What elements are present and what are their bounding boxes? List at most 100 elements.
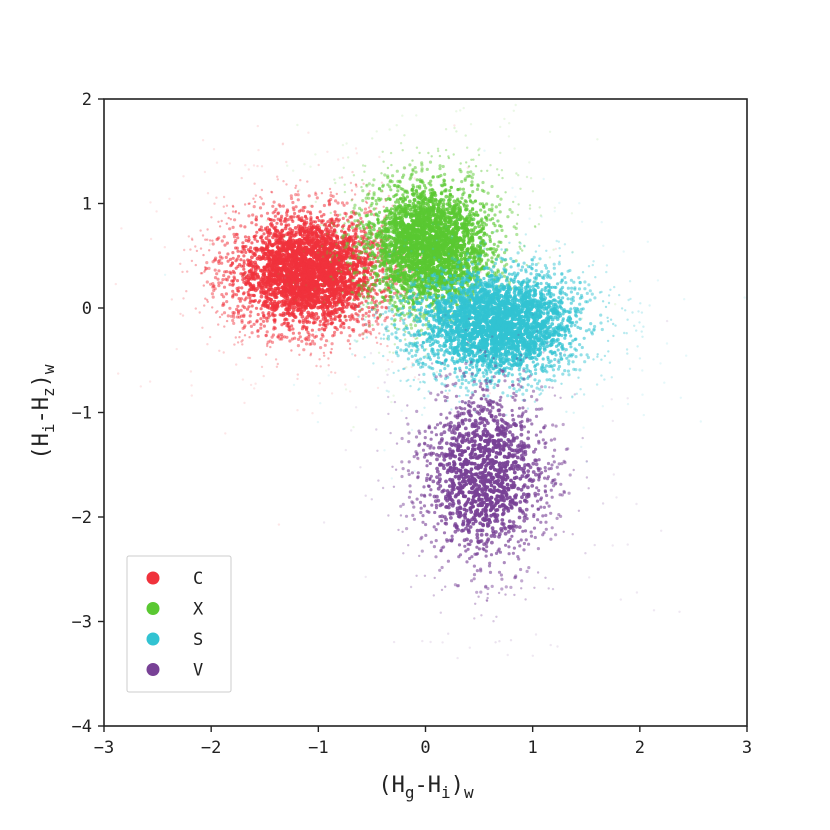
point bbox=[292, 314, 297, 319]
point bbox=[318, 210, 322, 214]
point bbox=[327, 340, 330, 343]
point bbox=[309, 238, 314, 243]
point bbox=[216, 310, 219, 313]
point bbox=[212, 148, 216, 151]
point bbox=[393, 183, 397, 188]
point bbox=[224, 277, 228, 281]
point bbox=[310, 268, 315, 272]
point bbox=[281, 142, 285, 145]
point bbox=[294, 193, 298, 197]
scatter-points bbox=[114, 103, 746, 660]
point bbox=[246, 293, 251, 297]
point bbox=[262, 313, 266, 317]
point bbox=[367, 319, 371, 323]
point bbox=[322, 203, 326, 208]
point bbox=[244, 250, 248, 254]
point bbox=[190, 394, 193, 397]
point bbox=[316, 239, 320, 243]
point bbox=[469, 170, 473, 174]
point bbox=[264, 333, 268, 337]
point bbox=[492, 253, 496, 257]
point bbox=[438, 167, 442, 171]
point bbox=[168, 197, 171, 200]
point bbox=[497, 173, 501, 177]
point bbox=[235, 257, 239, 261]
point bbox=[217, 251, 222, 255]
point bbox=[328, 237, 333, 241]
point bbox=[271, 260, 276, 264]
point bbox=[255, 320, 259, 324]
point bbox=[302, 348, 306, 352]
point bbox=[239, 250, 243, 254]
point bbox=[265, 299, 269, 304]
point bbox=[361, 337, 365, 340]
point bbox=[256, 329, 260, 333]
point bbox=[328, 266, 333, 270]
point bbox=[304, 342, 309, 346]
point bbox=[313, 262, 317, 267]
point bbox=[250, 331, 254, 335]
point bbox=[351, 251, 355, 255]
point bbox=[149, 237, 153, 241]
point bbox=[306, 210, 310, 214]
point bbox=[315, 364, 318, 368]
point bbox=[405, 195, 409, 199]
point bbox=[226, 259, 230, 263]
point bbox=[341, 216, 345, 220]
point bbox=[303, 317, 307, 321]
point bbox=[319, 346, 323, 350]
point bbox=[227, 216, 230, 220]
point bbox=[301, 295, 306, 300]
point bbox=[204, 267, 208, 271]
point bbox=[383, 233, 388, 238]
point bbox=[380, 172, 383, 175]
point bbox=[261, 277, 266, 282]
point bbox=[387, 194, 390, 198]
point bbox=[321, 277, 325, 282]
point bbox=[284, 298, 289, 303]
point bbox=[326, 297, 331, 302]
point bbox=[255, 272, 260, 277]
point bbox=[390, 322, 393, 326]
point bbox=[389, 188, 393, 192]
point bbox=[228, 162, 231, 165]
point bbox=[380, 268, 385, 272]
point bbox=[291, 319, 295, 323]
point bbox=[552, 248, 555, 251]
point bbox=[240, 176, 243, 180]
point bbox=[278, 236, 283, 241]
point bbox=[261, 301, 266, 305]
point bbox=[206, 228, 209, 231]
point bbox=[351, 260, 356, 265]
point bbox=[348, 347, 352, 350]
point bbox=[208, 239, 212, 242]
point bbox=[338, 176, 341, 179]
point bbox=[452, 214, 457, 219]
point bbox=[334, 181, 337, 185]
point bbox=[309, 219, 313, 223]
point bbox=[251, 273, 255, 278]
point bbox=[298, 307, 303, 312]
point bbox=[379, 342, 382, 346]
point bbox=[388, 351, 391, 354]
point bbox=[353, 219, 357, 223]
point bbox=[390, 215, 395, 220]
point bbox=[182, 297, 185, 300]
point bbox=[320, 288, 325, 292]
point bbox=[412, 193, 416, 197]
point bbox=[222, 351, 225, 354]
point bbox=[362, 296, 366, 300]
point bbox=[204, 238, 207, 241]
point bbox=[347, 301, 351, 306]
point bbox=[163, 246, 166, 249]
point bbox=[286, 164, 289, 167]
point bbox=[238, 336, 241, 339]
point bbox=[515, 172, 518, 175]
point bbox=[267, 256, 272, 261]
point bbox=[464, 200, 468, 204]
point bbox=[344, 318, 348, 322]
point bbox=[337, 307, 342, 311]
point bbox=[423, 227, 427, 232]
point bbox=[279, 219, 283, 223]
point bbox=[213, 268, 217, 272]
